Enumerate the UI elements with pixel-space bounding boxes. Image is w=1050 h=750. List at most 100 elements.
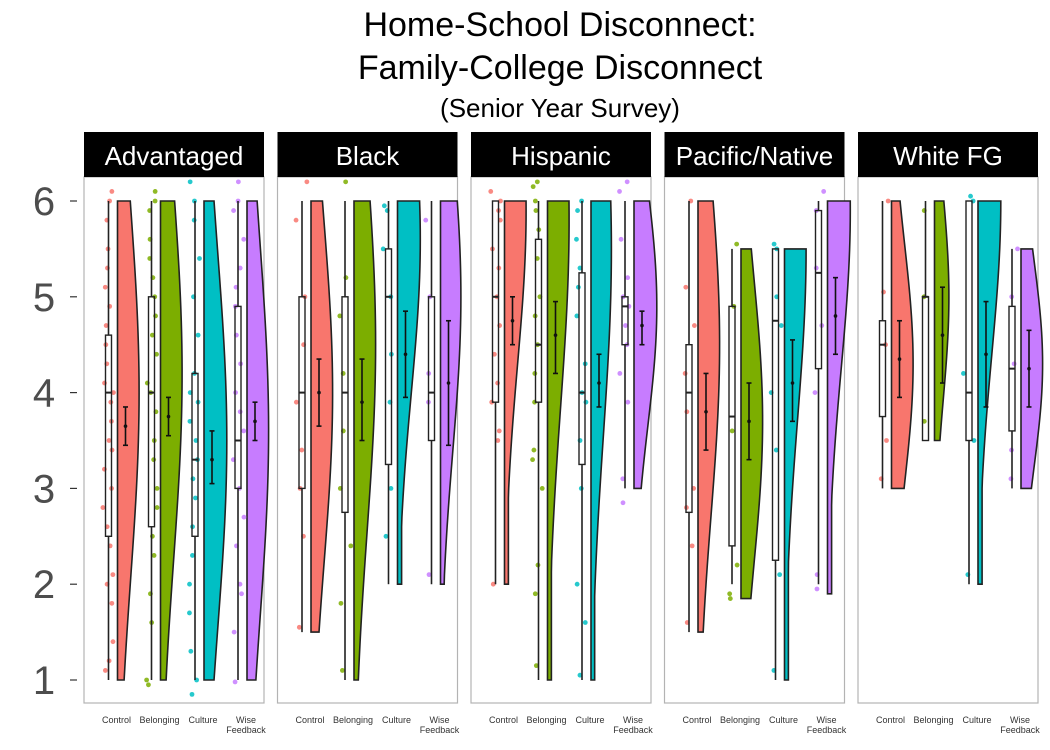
facet-strip bbox=[84, 132, 264, 177]
data-point bbox=[620, 476, 626, 482]
x-tick-label: Wise bbox=[1010, 715, 1030, 725]
data-point bbox=[191, 217, 197, 223]
data-point bbox=[296, 624, 302, 630]
data-point bbox=[488, 189, 494, 194]
data-point bbox=[388, 486, 394, 491]
box-iqr bbox=[814, 209, 823, 370]
data-point bbox=[299, 447, 305, 453]
half-violin bbox=[697, 200, 721, 633]
data-point bbox=[533, 663, 539, 669]
box-iqr bbox=[728, 305, 736, 547]
data-point bbox=[531, 447, 537, 453]
chart-subtitle: (Senior Year Survey) bbox=[440, 93, 680, 123]
x-tick-label: Wise bbox=[430, 715, 450, 725]
data-point bbox=[532, 591, 538, 597]
mean-point bbox=[640, 323, 644, 328]
condition-group: Control bbox=[488, 189, 527, 725]
facet-strip bbox=[858, 132, 1038, 177]
data-point bbox=[109, 600, 115, 606]
box-iqr bbox=[685, 344, 693, 514]
chart-title-line-1: Home-School Disconnect: bbox=[363, 6, 756, 44]
facet-strip-label: Advantaged bbox=[105, 141, 244, 171]
data-point bbox=[343, 179, 349, 185]
x-tick-label: Control bbox=[876, 715, 905, 725]
mean-point bbox=[897, 357, 902, 361]
data-point bbox=[684, 409, 690, 415]
facet-strip-label: Hispanic bbox=[511, 141, 611, 171]
data-point bbox=[337, 313, 343, 319]
data-point bbox=[152, 189, 158, 194]
data-point bbox=[241, 236, 247, 242]
data-point bbox=[577, 265, 583, 271]
y-tick-label: 3 bbox=[33, 467, 55, 511]
box-iqr bbox=[621, 296, 629, 346]
data-point bbox=[102, 284, 108, 290]
data-point bbox=[100, 505, 106, 510]
data-point bbox=[348, 543, 354, 549]
x-tick-label: Culture bbox=[575, 715, 604, 725]
data-point bbox=[237, 265, 243, 271]
data-point bbox=[575, 208, 580, 213]
data-point bbox=[618, 236, 624, 242]
data-point bbox=[187, 581, 192, 587]
x-tick-label: Control bbox=[295, 715, 324, 725]
data-point bbox=[617, 371, 623, 376]
x-tick-label: Belonging bbox=[526, 715, 566, 725]
facet-strip-label: Pacific/Native bbox=[676, 141, 834, 171]
data-point bbox=[574, 313, 580, 319]
data-point bbox=[971, 438, 977, 443]
y-tick-label: 2 bbox=[33, 563, 55, 607]
condition-group: Belonging bbox=[139, 189, 183, 725]
mean-point bbox=[704, 409, 708, 414]
data-point bbox=[338, 600, 344, 606]
data-point bbox=[152, 198, 158, 204]
box-iqr bbox=[104, 334, 113, 537]
condition-group: Belonging bbox=[720, 241, 764, 725]
mean-point bbox=[510, 318, 515, 323]
data-point bbox=[235, 179, 241, 185]
data-point bbox=[190, 476, 196, 482]
data-point bbox=[729, 428, 735, 434]
condition-group: Culture bbox=[961, 193, 1002, 725]
half-violin bbox=[783, 248, 807, 681]
data-point bbox=[193, 438, 199, 443]
mean-point bbox=[940, 333, 945, 337]
data-point bbox=[498, 198, 503, 204]
data-point bbox=[187, 179, 193, 185]
facet-strip-label: White FG bbox=[893, 141, 1003, 171]
x-tick-label: Culture bbox=[962, 715, 991, 725]
chart-title-line-2: Family-College Disconnect bbox=[358, 49, 763, 87]
half-violin bbox=[310, 200, 334, 633]
data-point bbox=[149, 332, 155, 338]
mean-point bbox=[166, 414, 171, 419]
data-point bbox=[241, 428, 247, 434]
box-iqr bbox=[578, 272, 586, 466]
data-point bbox=[304, 179, 310, 185]
data-point bbox=[495, 380, 501, 386]
half-violin bbox=[396, 200, 422, 585]
box-iqr bbox=[534, 238, 543, 403]
box-iqr bbox=[878, 320, 887, 418]
data-point bbox=[1011, 361, 1017, 367]
half-violin bbox=[439, 200, 462, 585]
data-point bbox=[574, 581, 580, 587]
x-tick-label: Belonging bbox=[333, 715, 373, 725]
data-point bbox=[727, 591, 733, 597]
y-axis: 1 2 3 4 5 6 bbox=[33, 180, 77, 703]
box-iqr bbox=[771, 248, 780, 561]
data-point bbox=[727, 596, 733, 601]
data-point bbox=[231, 629, 237, 635]
data-point bbox=[188, 648, 194, 654]
mean-point bbox=[790, 381, 795, 385]
data-point bbox=[623, 323, 628, 328]
x-tick-label: Feedback bbox=[420, 725, 460, 735]
box-iqr bbox=[147, 296, 156, 528]
box-iqr bbox=[491, 200, 500, 403]
data-point bbox=[813, 265, 819, 271]
box-iqr bbox=[965, 200, 973, 442]
data-point bbox=[197, 256, 202, 261]
data-point bbox=[383, 533, 389, 539]
condition-group: Control bbox=[100, 189, 140, 725]
